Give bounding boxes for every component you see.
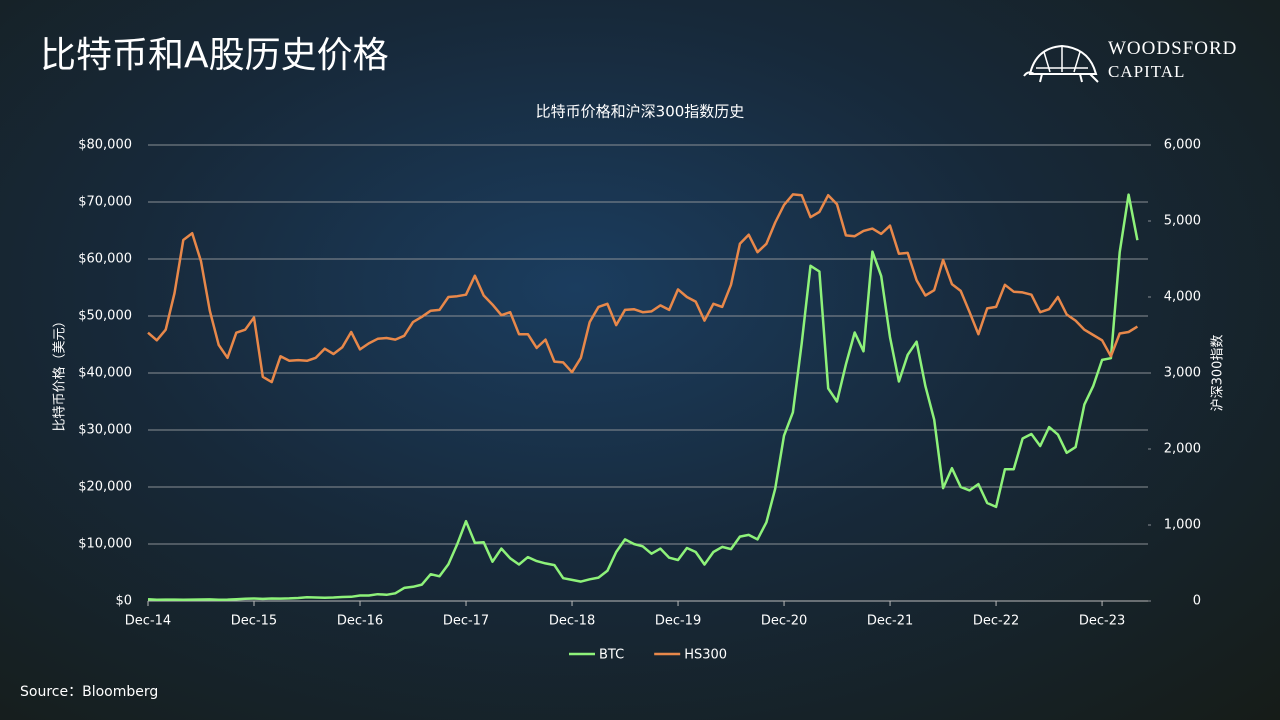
y2-tick-label: 3,000 [1164,366,1201,381]
x-tick-label: Dec-14 [125,614,171,629]
line-series [147,193,1139,384]
y2-axis-title: 沪深300指数 [1210,335,1226,412]
y-tick-label: $20,000 [78,480,132,495]
y-tick-label: $70,000 [78,195,132,210]
y2-tick-label: 4,000 [1164,290,1201,305]
legend-label: BTC [599,648,624,663]
x-tick-label: Dec-20 [761,614,807,629]
y-tick-label: $10,000 [78,537,132,552]
y2-tick-label: 1,000 [1164,518,1201,533]
x-tick-label: Dec-15 [231,614,277,629]
line-series [147,193,1139,601]
y2-tick-label: 5,000 [1164,214,1201,229]
logo: WOODSFORD CAPITAL [1022,38,1252,84]
chart-title: 比特币价格和沪深300指数历史 [536,103,745,121]
y-tick-label: $80,000 [78,138,132,153]
y-tick-label: $40,000 [78,366,132,381]
y-tick-label: $0 [115,594,132,609]
x-tick-label: Dec-22 [973,614,1019,629]
x-tick-label: Dec-21 [867,614,913,629]
x-tick-label: Dec-16 [337,614,383,629]
slide-title: 比特币和A股历史价格 [40,35,389,76]
logo-icon [1023,44,1099,83]
x-tick-label: Dec-23 [1079,614,1125,629]
x-tick-label: Dec-17 [443,614,489,629]
x-tick-label: Dec-19 [655,614,701,629]
x-tick-label: Dec-18 [549,614,595,629]
y-tick-label: $60,000 [78,252,132,267]
y-axis-title: 比特币价格（美元） [52,314,68,431]
y-tick-label: $50,000 [78,309,132,324]
source-note: Source：Bloomberg [20,684,159,700]
y2-tick-label: 6,000 [1164,138,1201,153]
y2-tick-label: 2,000 [1164,442,1201,457]
y-tick-label: $30,000 [78,423,132,438]
legend-label: HS300 [684,648,727,663]
y2-tick-label: 0 [1193,594,1201,609]
logo-text: CAPITAL [1108,62,1186,81]
logo-text: WOODSFORD [1108,38,1238,59]
